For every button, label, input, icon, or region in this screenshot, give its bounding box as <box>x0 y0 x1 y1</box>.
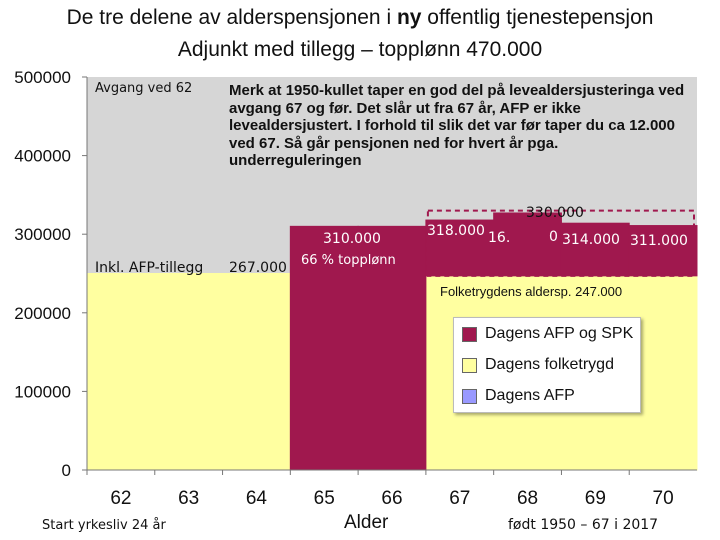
bar-afp-spk-66 <box>357 225 427 471</box>
topplonn-label: 66 % topplønn <box>301 253 396 268</box>
legend-swatch <box>462 388 477 404</box>
bar-afp-spk-65 <box>289 225 359 471</box>
legend-item-afp-spk: Dagens AFP og SPK <box>462 323 633 345</box>
chart-title-line2: Adjunkt med tillegg – topplønn 470.000 <box>177 38 543 61</box>
x-tick-label-66: 66 <box>381 488 402 509</box>
legend-label: Dagens AFP <box>485 387 575 404</box>
legend-swatch <box>462 326 477 342</box>
note-text: Merk at 1950-kullet taper en god del på … <box>229 82 685 169</box>
y-tick-label-300000: 300000 <box>14 225 71 244</box>
x-tick-label-67: 67 <box>449 488 470 509</box>
legend-swatch <box>462 357 477 373</box>
folketrygd-label: Folketrygdens aldersp. 247.000 <box>440 284 623 299</box>
value-label-314: 314.000 <box>562 232 620 248</box>
y-tick-label-100000: 100000 <box>14 382 71 401</box>
legend-item-afp: Dagens AFP <box>462 385 575 407</box>
y-tick-label-0: 0 <box>62 461 71 480</box>
bar-folketrygd-64 <box>222 273 291 471</box>
x-axis-label: Alder <box>344 512 389 533</box>
footer-left: Start yrkesliv 24 år <box>42 518 166 533</box>
x-tick-label-64: 64 <box>246 488 268 509</box>
value-label-267: 267.000 <box>229 260 287 276</box>
avgang-label: Avgang ved 62 <box>95 81 193 96</box>
value-label-310: 310.000 <box>323 231 381 247</box>
legend-item-folketrygd: Dagens folketrygd <box>462 354 614 376</box>
afp-tillegg-label: Inkl. AFP-tillegg <box>95 260 204 276</box>
x-tick-label-62: 62 <box>110 488 131 509</box>
reference-label: 330.000 <box>526 205 584 221</box>
footer-right: født 1950 – 67 i 2017 <box>508 517 659 533</box>
value-label-314-prefix: 0 <box>549 229 558 245</box>
x-tick-label-63: 63 <box>178 488 199 509</box>
y-tick-label-500000: 500000 <box>14 68 71 87</box>
x-tick-label-65: 65 <box>314 488 335 509</box>
bar-afp-spk-70 <box>628 225 698 277</box>
value-label-311: 311.000 <box>630 233 688 249</box>
value-label-318: 318.000 <box>427 223 485 239</box>
chart-legend: Dagens AFP og SPK Dagens folketrygd Dage… <box>453 317 641 413</box>
chart-title-line1: De tre delene av alderspensjonen i ny of… <box>66 6 654 29</box>
x-tick-label-70: 70 <box>653 488 674 509</box>
y-tick-label-200000: 200000 <box>14 304 71 323</box>
bar-folketrygd-62 <box>86 273 156 471</box>
x-tick-label-68: 68 <box>517 488 538 509</box>
legend-label: Dagens folketrygd <box>485 356 614 373</box>
value-label-318-extra: 16. <box>488 230 511 246</box>
y-tick-label-400000: 400000 <box>14 147 71 166</box>
bar-afp-spk-67 <box>425 219 495 277</box>
bar-afp-spk-69 <box>560 222 630 277</box>
legend-label: Dagens AFP og SPK <box>485 325 634 342</box>
x-tick-label-69: 69 <box>585 488 606 509</box>
reference-box <box>426 209 695 277</box>
bar-folketrygd-63 <box>154 273 224 471</box>
